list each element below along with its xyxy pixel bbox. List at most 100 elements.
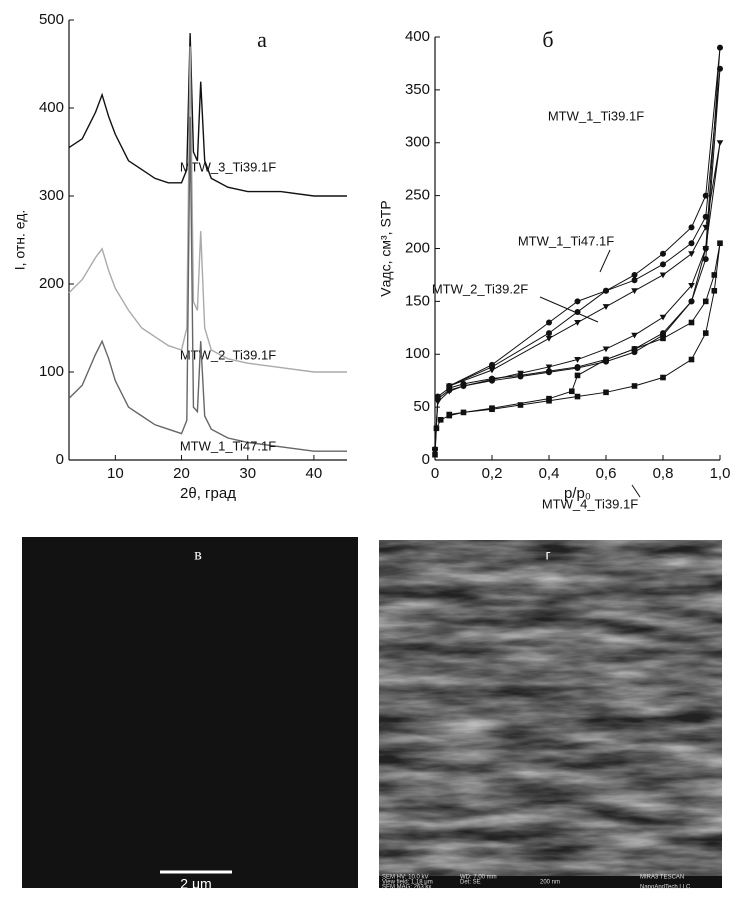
- marker: [717, 65, 723, 72]
- marker: [460, 409, 467, 416]
- marker: [603, 389, 609, 396]
- marker: [569, 388, 575, 395]
- marker: [660, 261, 666, 268]
- marker: [631, 277, 638, 284]
- marker: [702, 330, 709, 336]
- info-text: 200 nm: [540, 880, 560, 886]
- marker: [432, 451, 438, 458]
- y-tick-label: 300: [39, 187, 64, 204]
- marker: [574, 298, 581, 305]
- marker: [545, 364, 553, 371]
- series-line: [68, 116, 347, 452]
- marker: [434, 399, 442, 406]
- marker: [545, 335, 553, 342]
- marker: [546, 368, 552, 375]
- y-tick-label: 100: [39, 363, 64, 380]
- y-tick-label: 250: [405, 187, 430, 204]
- marker: [437, 417, 444, 423]
- marker: [446, 411, 453, 418]
- marker: [602, 304, 610, 310]
- marker: [660, 335, 666, 342]
- marker: [717, 240, 723, 247]
- series-line: [434, 68, 721, 450]
- marker: [517, 370, 524, 377]
- marker: [460, 383, 467, 390]
- x-axis-label: 2θ, град: [180, 485, 236, 502]
- marker: [711, 272, 718, 278]
- y-tick-label: 0: [422, 451, 430, 468]
- y-axis-label: I, отн. ед.: [12, 210, 28, 271]
- series-line: [68, 33, 347, 197]
- marker: [659, 272, 667, 279]
- marker: [688, 356, 695, 363]
- marker: [603, 287, 609, 294]
- y-tick-label: 50: [413, 398, 430, 415]
- marker: [574, 393, 581, 400]
- info-bar: SEM HV: 10.0 kV WD: 7.00 mm MIRA3 TESCAN Vi…: [382, 875, 691, 891]
- panel-label: в: [194, 547, 202, 564]
- marker: [488, 367, 496, 374]
- marker: [433, 425, 440, 432]
- marker: [631, 288, 638, 295]
- marker: [711, 288, 718, 294]
- scale-bar: 2 μm: [180, 876, 211, 892]
- sem-image-v: в 2 μm: [22, 537, 358, 892]
- arrow: [539, 296, 599, 323]
- marker: [688, 251, 695, 258]
- marker: [702, 246, 710, 252]
- marker: [488, 377, 496, 383]
- series-label: MTW_4_Ti39.1F: [542, 496, 638, 511]
- y-tick-label: 400: [405, 28, 430, 45]
- y-tick-label: 350: [405, 81, 430, 98]
- marker: [716, 140, 724, 147]
- marker: [574, 372, 581, 379]
- x-tick-label: 0,4: [539, 465, 560, 482]
- marker: [660, 374, 666, 381]
- panel-label: а: [257, 27, 267, 52]
- info-text: WD: 7.00 mm: [460, 875, 497, 881]
- marker: [445, 383, 453, 390]
- marker: [489, 405, 495, 411]
- marker: [546, 330, 552, 337]
- series-label: MTW_1_Ti47.1F: [180, 438, 276, 453]
- info-text: View field: 1.18 μm: [382, 880, 433, 886]
- series-label: MTW_1_Ti39.1F: [548, 108, 644, 123]
- y-axis-label: Vадс, см³, STP: [378, 200, 394, 296]
- info-text: NanoAndTech LLC: [640, 885, 691, 891]
- marker: [631, 271, 638, 278]
- marker: [659, 314, 667, 321]
- marker: [546, 395, 552, 402]
- x-tick-label: 1,0: [710, 465, 731, 482]
- marker: [546, 319, 552, 326]
- series-line: [434, 243, 721, 455]
- panel-label: г: [545, 547, 550, 563]
- series-label: MTW_1_Ti47.1F: [518, 233, 614, 248]
- marker: [574, 363, 581, 370]
- marker: [717, 44, 723, 51]
- y-tick-label: 200: [405, 239, 430, 256]
- marker: [702, 224, 710, 231]
- x-tick-label: 0: [431, 465, 439, 482]
- marker: [602, 346, 610, 353]
- y-tick-label: 500: [39, 11, 64, 28]
- y-tick-label: 400: [39, 99, 64, 116]
- info-text: SEM MAG: 263 kx: [382, 885, 431, 891]
- y-tick-label: 300: [405, 134, 430, 151]
- marker: [660, 330, 666, 337]
- marker: [702, 256, 709, 263]
- marker: [688, 224, 695, 231]
- marker: [574, 320, 581, 326]
- marker: [603, 356, 609, 363]
- marker: [445, 388, 453, 395]
- arrow: [631, 484, 641, 498]
- info-text: MIRA3 TESCAN: [640, 875, 684, 881]
- marker: [702, 298, 709, 305]
- marker: [688, 319, 695, 326]
- x-tick-label: 40: [306, 465, 323, 482]
- marker: [688, 298, 695, 305]
- y-tick-label: 150: [405, 292, 430, 309]
- y-tick-label: 100: [405, 345, 430, 362]
- marker: [631, 346, 638, 352]
- x-tick-label: 20: [173, 465, 190, 482]
- x-axis-label: p/p₀: [564, 485, 591, 502]
